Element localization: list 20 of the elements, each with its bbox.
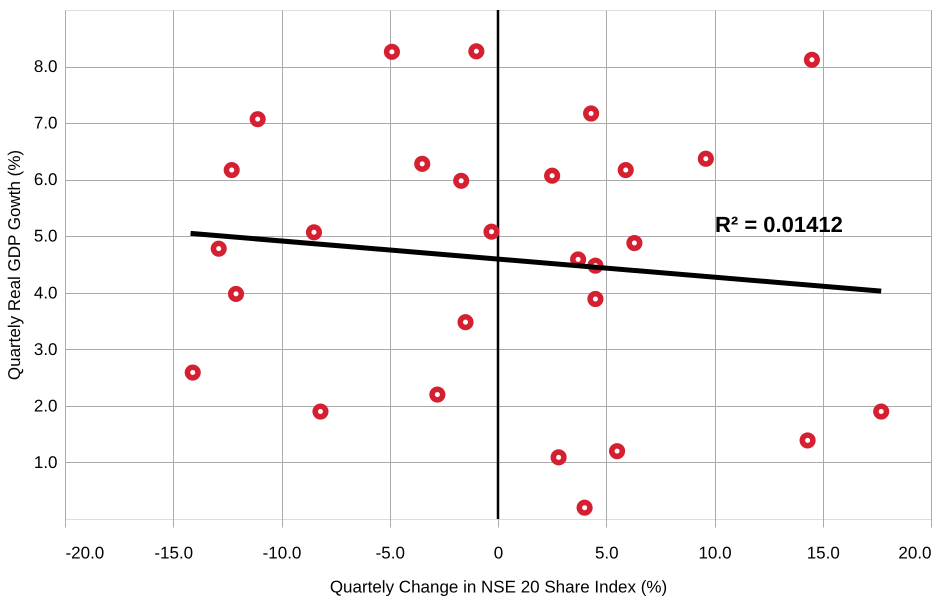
y-tick-label: 8.0 bbox=[34, 57, 58, 76]
x-tick-label: -20.0 bbox=[66, 544, 104, 562]
x-tick-label: -10.0 bbox=[262, 544, 302, 562]
y-tick-label: 4.0 bbox=[34, 283, 58, 302]
x-tick-label: -15.0 bbox=[154, 544, 194, 562]
x-axis-title: Quartely Change in NSE 20 Share Index (%) bbox=[330, 578, 668, 596]
annotation: R² = 0.01412 bbox=[715, 212, 843, 237]
y-axis-title: Quartely Real GDP Gowth (%) bbox=[4, 150, 24, 380]
x-tick-label: 20.0 bbox=[898, 544, 932, 562]
y-tick-label: 3.0 bbox=[34, 340, 58, 359]
y-tick-label: 5.0 bbox=[34, 226, 58, 246]
y-tick-label: 2.0 bbox=[34, 396, 58, 416]
x-tick-label: -5.0 bbox=[376, 544, 405, 562]
y-tick-label: 1.0 bbox=[34, 452, 58, 472]
x-tick-label: 15.0 bbox=[806, 544, 840, 562]
y-tick-label: 7.0 bbox=[34, 114, 58, 133]
y-tick-label: 6.0 bbox=[34, 170, 58, 190]
x-tick-label: 5.0 bbox=[594, 544, 619, 562]
x-tick-label: 0 bbox=[494, 544, 504, 562]
x-tick-label: 10.0 bbox=[698, 544, 732, 562]
